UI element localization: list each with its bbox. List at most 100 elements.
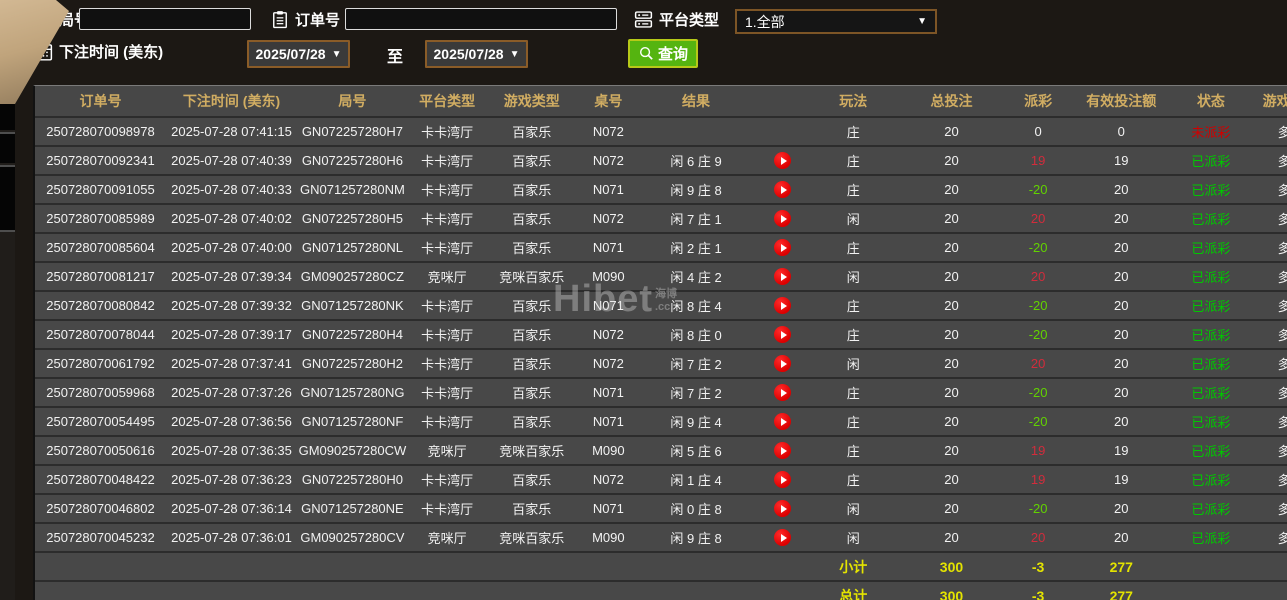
bet-type-cell: 庄 — [812, 175, 894, 205]
table-row: 250728070046802 2025-07-28 07:36:14 GN0712… — [35, 494, 1287, 524]
status-cell: 已派彩 — [1175, 291, 1247, 321]
result-cell: 闲 4 庄 2 — [639, 262, 753, 292]
table-row: 250728070054495 2025-07-28 07:36:56 GN0712… — [35, 407, 1287, 437]
column-header: 派彩 — [1009, 86, 1067, 118]
total-bet-cell: 20 — [893, 175, 1010, 205]
play-video-icon[interactable] — [774, 268, 792, 286]
game-type-cell: 百家乐 — [486, 494, 578, 524]
game-type-cell: 百家乐 — [486, 204, 578, 234]
order-id-cell: 250728070046802 — [35, 494, 166, 524]
bet-type-cell: 庄 — [812, 117, 894, 147]
column-header: 订单号 — [35, 86, 166, 118]
play-cell — [752, 407, 813, 437]
bet-type-cell: 庄 — [812, 465, 894, 495]
column-header: 结果 — [639, 86, 753, 118]
table-number-cell: M090 — [577, 436, 640, 466]
bet-type-cell: 庄 — [812, 291, 894, 321]
bet-type-cell: 闲 — [812, 523, 894, 553]
empty-cell — [297, 581, 408, 600]
column-header: 桌号 — [577, 86, 640, 118]
platform-type-select[interactable]: 1.全部 ▼ — [735, 9, 937, 34]
date-from-picker[interactable]: 2025/07/28 ▼ — [247, 40, 350, 68]
empty-cell — [407, 581, 487, 600]
bet-time-filter-label: 下注时间 (美东) — [33, 41, 163, 62]
play-video-icon[interactable] — [774, 152, 792, 170]
status-cell: 已派彩 — [1175, 378, 1247, 408]
play-video-icon[interactable] — [774, 471, 792, 489]
empty-cell — [639, 581, 753, 600]
round-number-input[interactable] — [79, 8, 251, 30]
total-bet-cell: 20 — [893, 465, 1010, 495]
result-cell: 闲 0 庄 8 — [639, 494, 753, 524]
empty-cell — [35, 581, 166, 600]
result-cell: 闲 9 庄 8 — [639, 175, 753, 205]
round-id-cell: GN072257280H0 — [297, 465, 408, 495]
round-id-cell: GN072257280H2 — [297, 349, 408, 379]
order-id-cell: 250728070050616 — [35, 436, 166, 466]
clipboard-icon — [273, 11, 287, 29]
play-video-icon[interactable] — [774, 413, 792, 431]
payout-cell: -20 — [1009, 378, 1067, 408]
round-id-cell: GN071257280NE — [297, 494, 408, 524]
play-video-icon[interactable] — [774, 181, 792, 199]
play-cell — [752, 436, 813, 466]
platform-type-selected-value: 1.全部 — [745, 13, 785, 30]
chevron-down-icon: ▼ — [917, 16, 927, 27]
payout-cell: -20 — [1009, 494, 1067, 524]
valid-bet-cell: 19 — [1066, 436, 1176, 466]
platform-cell: 卡卡湾厅 — [407, 320, 487, 350]
bet-time-label: 下注时间 (美东) — [59, 44, 164, 61]
valid-bet-cell: 19 — [1066, 146, 1176, 176]
total-bet-cell: 20 — [893, 378, 1010, 408]
date-from-value: 2025/07/28 — [255, 46, 326, 62]
table-row: 250728070092341 2025-07-28 07:40:39 GN0722… — [35, 146, 1287, 176]
platform-cell: 竞咪厅 — [407, 436, 487, 466]
total-bet-cell: 20 — [893, 320, 1010, 350]
order-id-cell: 250728070091055 — [35, 175, 166, 205]
round-id-cell: GN071257280NG — [297, 378, 408, 408]
search-button[interactable]: 查询 — [628, 39, 699, 68]
bet-time-cell: 2025-07-28 07:39:17 — [166, 320, 297, 350]
play-video-icon[interactable] — [774, 210, 792, 228]
payout-cell: -20 — [1009, 233, 1067, 263]
result-cell: 闲 8 庄 4 — [639, 291, 753, 321]
order-id-cell: 250728070059968 — [35, 378, 166, 408]
order-number-input[interactable] — [345, 8, 617, 30]
play-video-icon[interactable] — [774, 442, 792, 460]
game-type-cell: 竞咪百家乐 — [486, 262, 578, 292]
valid-bet-cell: 20 — [1066, 349, 1176, 379]
records-table: 订单号 下注时间 (美东) 局号 平台类型 游戏类型 桌号 结果 玩法 总投注 派彩 有效投注额 状态… — [33, 85, 1287, 600]
empty-cell — [35, 552, 166, 582]
platform-cell: 卡卡湾厅 — [407, 146, 487, 176]
play-video-icon[interactable] — [774, 500, 792, 518]
play-video-icon[interactable] — [774, 355, 792, 373]
game-type-cell: 百家乐 — [486, 291, 578, 321]
date-to-picker[interactable]: 2025/07/28 ▼ — [425, 40, 528, 68]
column-header: 游戏模式 — [1246, 86, 1287, 118]
totals-label: 小计 — [812, 552, 894, 582]
table-row: 250728070048422 2025-07-28 07:36:23 GN0722… — [35, 465, 1287, 495]
play-video-icon[interactable] — [774, 384, 792, 402]
bet-time-cell: 2025-07-28 07:36:56 — [166, 407, 297, 437]
table-number-cell: N071 — [577, 494, 640, 524]
play-video-icon[interactable] — [774, 239, 792, 257]
play-video-icon[interactable] — [774, 326, 792, 344]
bet-type-cell: 闲 — [812, 494, 894, 524]
bet-time-cell: 2025-07-28 07:36:01 — [166, 523, 297, 553]
grand-total-row: 总计 300 -3 277 — [35, 581, 1287, 600]
table-number-cell: N071 — [577, 291, 640, 321]
empty-cell — [407, 552, 487, 582]
game-mode-cell: 多台 — [1246, 523, 1287, 553]
empty-cell — [486, 581, 578, 600]
order-id-cell: 250728070078044 — [35, 320, 166, 350]
status-cell: 已派彩 — [1175, 436, 1247, 466]
totals-total-bet: 300 — [893, 552, 1010, 582]
game-type-cell: 百家乐 — [486, 233, 578, 263]
table-row: 250728070059968 2025-07-28 07:37:26 GN0712… — [35, 378, 1287, 408]
game-type-cell: 百家乐 — [486, 320, 578, 350]
status-cell: 已派彩 — [1175, 494, 1247, 524]
round-id-cell: GN072257280H6 — [297, 146, 408, 176]
play-video-icon[interactable] — [774, 297, 792, 315]
play-video-icon[interactable] — [774, 529, 792, 547]
